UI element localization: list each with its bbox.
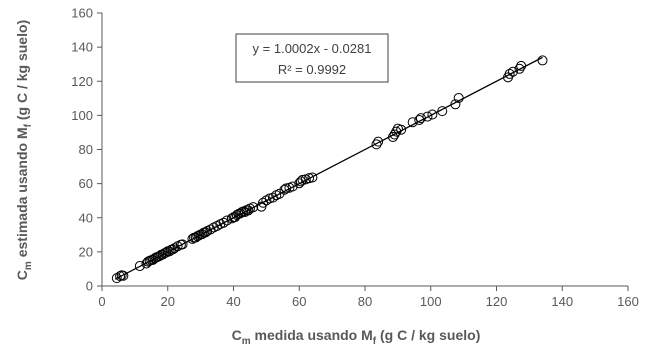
- x-axis-label-mid: medida usando M: [251, 327, 373, 343]
- data-point: [396, 124, 407, 135]
- x-tick-label: 40: [226, 294, 240, 309]
- data-point: [437, 106, 448, 117]
- data-point: [371, 139, 382, 150]
- data-point: [307, 172, 318, 183]
- data-point: [157, 249, 168, 260]
- y-tick-label: 20: [79, 244, 93, 259]
- data-point: [205, 224, 216, 235]
- x-tick-label: 60: [292, 294, 306, 309]
- data-point: [287, 181, 298, 192]
- y-axis-label-post: (g C / kg suelo): [14, 20, 30, 124]
- data-point: [450, 99, 461, 110]
- x-axis-label-sub2: f: [373, 336, 377, 347]
- data-point: [261, 195, 272, 206]
- x-tick-label: 140: [551, 294, 573, 309]
- x-tick-label: 80: [358, 294, 372, 309]
- data-point: [373, 136, 384, 147]
- data-point: [134, 261, 145, 272]
- data-point: [190, 232, 201, 243]
- y-tick-label: 80: [79, 142, 93, 157]
- data-point: [141, 258, 152, 269]
- data-point: [212, 220, 223, 231]
- x-axis-label-post: (g C / kg suelo): [376, 327, 480, 343]
- data-point: [230, 212, 241, 223]
- x-axis-label-pre: C: [232, 327, 242, 343]
- data-point: [164, 246, 175, 257]
- data-point: [167, 244, 178, 255]
- y-tick-label: 160: [71, 6, 93, 21]
- y-axis-label-mid: estimada usando M: [14, 127, 30, 261]
- data-point: [169, 243, 180, 254]
- equation-box-frame: [235, 33, 389, 83]
- x-tick-label: 160: [617, 294, 639, 309]
- data-point: [514, 63, 525, 74]
- x-tick-label: 100: [420, 294, 442, 309]
- y-tick-label: 120: [71, 74, 93, 89]
- data-point: [115, 271, 126, 282]
- data-point: [414, 114, 425, 125]
- equation-box: y = 1.0002x - 0.0281 R² = 0.9992: [235, 33, 389, 83]
- data-point: [504, 68, 515, 79]
- data-point: [387, 132, 398, 143]
- y-axis-label: Cm estimada usando Mf (g C / kg suelo): [14, 20, 34, 280]
- data-point: [177, 239, 188, 250]
- data-point: [221, 215, 232, 226]
- x-axis-label: Cm medida usando Mf (g C / kg suelo): [232, 327, 481, 347]
- data-point: [516, 60, 527, 71]
- y-tick-label: 140: [71, 40, 93, 55]
- y-axis-label-pre: C: [14, 270, 30, 280]
- x-tick-label: 120: [486, 294, 508, 309]
- plot-area: 0 20 40 60 80 100 120 140 160 0 20 40 60 80 100 120 140 1…: [71, 6, 639, 310]
- x-tick-label: 20: [161, 294, 175, 309]
- y-tick-label: 100: [71, 108, 93, 123]
- y-axis-label-sub1: m: [23, 261, 34, 270]
- data-point: [537, 55, 548, 66]
- data-point: [427, 109, 438, 120]
- y-axis-label-sub2: f: [23, 123, 34, 127]
- data-point: [407, 117, 418, 128]
- data-point: [415, 113, 426, 124]
- y-tick-label: 60: [79, 176, 93, 191]
- data-point: [281, 183, 292, 194]
- data-point: [200, 227, 211, 238]
- r-squared-label: R² = 0.9992: [278, 62, 346, 77]
- trendline-equation: y = 1.0002x - 0.0281: [253, 41, 372, 56]
- trendline: [114, 56, 543, 280]
- data-point: [391, 126, 402, 137]
- data-point: [297, 174, 308, 185]
- data-point: [507, 66, 518, 77]
- x-tick-label: 0: [98, 294, 105, 309]
- data-point: [389, 129, 400, 140]
- data-point: [453, 92, 464, 103]
- data-point: [111, 273, 122, 284]
- data-point: [218, 217, 229, 228]
- y-tick-label: 0: [86, 279, 93, 294]
- data-point: [118, 270, 129, 281]
- y-tick-label: 40: [79, 210, 93, 225]
- x-axis-label-sub1: m: [242, 336, 251, 347]
- data-point: [248, 202, 259, 213]
- data-point: [304, 173, 315, 184]
- data-point: [422, 111, 433, 122]
- data-point: [243, 205, 254, 216]
